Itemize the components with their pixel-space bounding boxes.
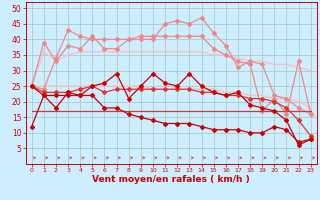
X-axis label: Vent moyen/en rafales ( km/h ): Vent moyen/en rafales ( km/h ) (92, 175, 250, 184)
